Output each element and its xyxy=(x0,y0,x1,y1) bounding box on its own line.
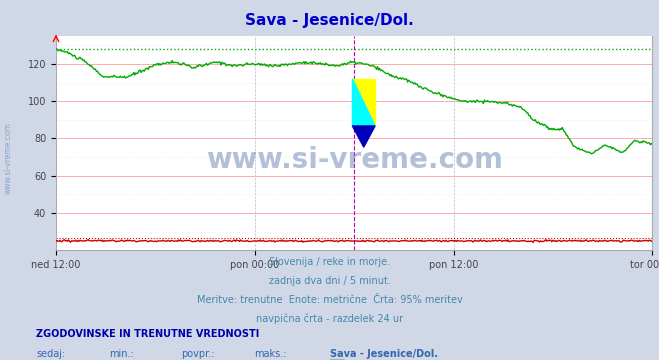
Text: zadnja dva dni / 5 minut.: zadnja dva dni / 5 minut. xyxy=(269,276,390,286)
Text: www.si-vreme.com: www.si-vreme.com xyxy=(206,146,503,174)
Text: Sava - Jesenice/Dol.: Sava - Jesenice/Dol. xyxy=(330,349,438,359)
Polygon shape xyxy=(353,79,375,126)
Polygon shape xyxy=(353,79,375,126)
Text: sedaj:: sedaj: xyxy=(36,349,65,359)
Text: Meritve: trenutne  Enote: metrične  Črta: 95% meritev: Meritve: trenutne Enote: metrične Črta: … xyxy=(196,295,463,305)
Text: Slovenija / reke in morje.: Slovenija / reke in morje. xyxy=(269,257,390,267)
Polygon shape xyxy=(353,126,375,147)
Text: povpr.:: povpr.: xyxy=(181,349,215,359)
Text: Sava - Jesenice/Dol.: Sava - Jesenice/Dol. xyxy=(245,13,414,28)
Text: maks.:: maks.: xyxy=(254,349,286,359)
Text: ZGODOVINSKE IN TRENUTNE VREDNOSTI: ZGODOVINSKE IN TRENUTNE VREDNOSTI xyxy=(36,329,260,339)
Text: www.si-vreme.com: www.si-vreme.com xyxy=(3,122,13,194)
Text: min.:: min.: xyxy=(109,349,134,359)
Text: navpična črta - razdelek 24 ur: navpična črta - razdelek 24 ur xyxy=(256,314,403,324)
